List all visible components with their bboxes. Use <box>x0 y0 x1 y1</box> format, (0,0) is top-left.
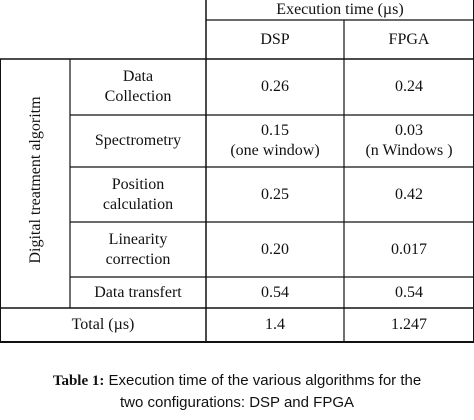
cell-fpga: 0.24 <box>395 78 423 95</box>
total-dsp: 1.4 <box>265 316 285 333</box>
header-execution-time: Execution time (µs) <box>276 1 404 18</box>
header-fpga: FPGA <box>388 30 430 48</box>
caption-text-1: Execution time of the various algorithms… <box>108 372 422 389</box>
cell-dsp: 0.25 <box>261 185 289 203</box>
row-label-spectrometry: Spectrometry <box>94 132 182 149</box>
table-caption-line-2: two configurations: DSP and FPGA <box>0 394 474 411</box>
row-label-data-transfert: Data transfert <box>94 283 182 301</box>
total-label: Total (µs) <box>71 316 135 333</box>
total-fpga: 1.247 <box>391 316 427 333</box>
caption-text-2: two configurations: DSP and FPGA <box>119 394 354 411</box>
row-label-position-calculation: Position calculation <box>102 175 174 213</box>
cell-fpga: 0.017 <box>391 240 427 258</box>
cell-dsp: 0.20 <box>261 240 289 258</box>
cell-dsp: 0.54 <box>261 283 289 301</box>
cell-fpga: 0.03 (n Windows ) <box>365 122 453 159</box>
header-dsp: DSP <box>260 30 290 48</box>
caption-label: Table 1: <box>52 373 105 389</box>
cell-fpga: 0.54 <box>395 283 423 301</box>
cell-dsp: 0.15 (one window) <box>230 122 320 159</box>
row-label-linearity-correction: Linearity correction <box>105 230 171 268</box>
cell-dsp: 0.26 <box>261 78 289 95</box>
row-label-data-collection: Data Collection <box>104 68 172 105</box>
cell-fpga: 0.42 <box>395 185 423 203</box>
table-caption-line-1: Table 1: Execution time of the various a… <box>0 372 474 390</box>
